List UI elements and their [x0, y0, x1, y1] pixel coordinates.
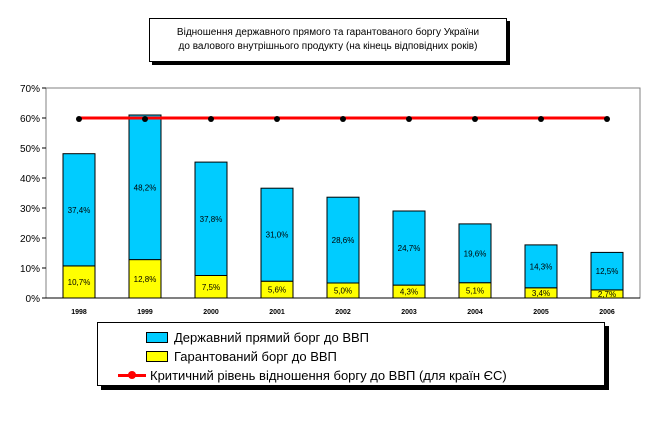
critical-level-marker — [142, 116, 148, 122]
x-axis: 1998 1999 2000 2001 2002 2003 2004 2005 2006 — [46, 297, 640, 316]
bar-direct-debt — [62, 153, 96, 267]
legend-label-direct-debt: Державний прямий борг до ВВП — [174, 329, 370, 345]
x-tick-label: 2002 — [335, 309, 351, 316]
bar-guaranteed-debt — [62, 265, 96, 299]
data-label-direct-debt: 12,5% — [596, 267, 619, 276]
chart-title-line-1: Відношення державного прямого та гаранто… — [176, 27, 480, 38]
data-label-guaranteed-debt: 3,4% — [532, 289, 550, 298]
data-label-direct-debt: 48,2% — [134, 183, 157, 192]
critical-level-marker — [340, 116, 346, 122]
x-tick-label: 1998 — [71, 309, 87, 316]
critical-level-marker — [538, 116, 544, 122]
legend-item-direct-debt: Державний прямий борг до ВВП — [146, 328, 369, 346]
critical-level-marker — [208, 116, 214, 122]
data-label-guaranteed-debt: 5,1% — [466, 286, 484, 295]
bar-direct-debt — [524, 244, 558, 289]
x-tick-label: 2003 — [401, 309, 417, 316]
critical-level-marker — [76, 116, 82, 122]
reference-line — [76, 116, 610, 122]
critical-level-marker — [472, 116, 478, 122]
data-label-guaranteed-debt: 5,0% — [334, 287, 352, 296]
bar-direct-debt — [590, 251, 624, 291]
bars: 10,7% 37,4% 12,8% 48,2% 7,5% 37,8% 5,6% 31,0% 5,… — [62, 114, 624, 299]
y-tick-label: 0% — [26, 294, 41, 305]
data-label-guaranteed-debt: 4,3% — [400, 288, 418, 297]
data-label-guaranteed-debt: 12,8% — [134, 275, 157, 284]
y-tick-label: 40% — [20, 174, 40, 185]
legend-swatch-guaranteed-debt — [146, 350, 168, 362]
y-tick-label: 30% — [20, 204, 40, 215]
x-tick-label: 2006 — [599, 309, 615, 316]
critical-level-marker — [274, 116, 280, 122]
bar-direct-debt — [194, 161, 228, 277]
y-tick-label: 10% — [20, 264, 40, 275]
chart-title-line-2: до валового внутрішнього продукту (на кі… — [178, 41, 478, 52]
bar-direct-debt — [326, 196, 360, 284]
data-label-direct-debt: 28,6% — [332, 236, 355, 245]
bar-direct-debt — [458, 223, 492, 284]
bar-direct-debt — [392, 210, 426, 286]
legend: Державний прямий борг до ВВП Гарантовани… — [97, 322, 605, 386]
y-tick-label: 70% — [20, 84, 40, 95]
x-tick-label: 1999 — [137, 309, 153, 316]
data-label-guaranteed-debt: 2,7% — [598, 290, 616, 299]
y-tick-label: 50% — [20, 144, 40, 155]
y-axis: 0% 10% 20% 30% 40% 50% 60% 70% — [20, 84, 46, 305]
data-label-direct-debt: 19,6% — [464, 249, 487, 258]
x-tick-label: 2000 — [203, 309, 219, 316]
legend-label-critical-level: Критичний рівень відношення боргу до ВВП… — [150, 367, 507, 383]
y-tick-label: 60% — [20, 114, 40, 125]
x-tick-label: 2001 — [269, 309, 285, 316]
bar-direct-debt — [128, 114, 162, 261]
data-label-direct-debt: 37,4% — [68, 206, 91, 215]
data-label-guaranteed-debt: 10,7% — [68, 278, 91, 287]
y-tick-label: 20% — [20, 234, 40, 245]
critical-level-marker — [604, 116, 610, 122]
data-label-guaranteed-debt: 5,6% — [268, 286, 286, 295]
x-tick-label: 2004 — [467, 309, 483, 316]
data-label-direct-debt: 37,8% — [200, 215, 223, 224]
critical-level-marker — [406, 116, 412, 122]
legend-label-guaranteed-debt: Гарантований борг до ВВП — [174, 348, 337, 364]
data-label-direct-debt: 31,0% — [266, 231, 289, 240]
legend-item-guaranteed-debt: Гарантований борг до ВВП — [146, 347, 337, 365]
x-tick-label: 2005 — [533, 309, 549, 316]
data-label-direct-debt: 14,3% — [530, 262, 553, 271]
data-label-direct-debt: 24,7% — [398, 244, 421, 253]
legend-swatch-direct-debt — [146, 331, 168, 343]
data-label-guaranteed-debt: 7,5% — [202, 283, 220, 292]
chart-title: Відношення державного прямого та гаранто… — [149, 18, 507, 62]
legend-line-critical-level — [118, 369, 146, 381]
bar-guaranteed-debt — [128, 259, 162, 299]
bar-direct-debt — [260, 187, 294, 282]
legend-item-critical-level: Критичний рівень відношення боргу до ВВП… — [118, 366, 507, 384]
